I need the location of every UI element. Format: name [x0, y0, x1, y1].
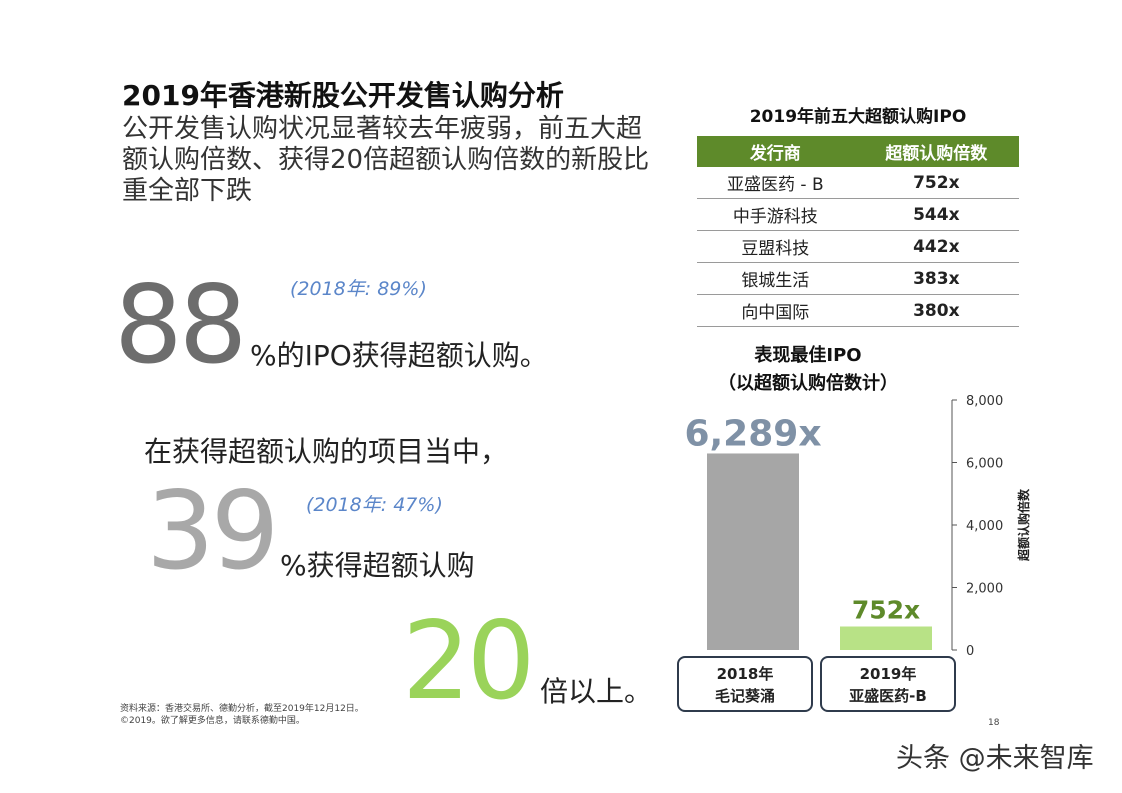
category-2018-box: 2018年 毛记葵涌 [677, 656, 813, 712]
issuer-cell: 亚盛医药 - B [697, 167, 854, 199]
table-row: 亚盛医药 - B 752x [697, 167, 1019, 199]
issuer-cell: 银城生活 [697, 262, 854, 295]
bar-value-label: 752x [852, 596, 920, 625]
page-number: 18 [988, 718, 1000, 728]
source-text: 资料来源：香港交易所、德勤分析，截至2019年12月12日。 [120, 704, 364, 714]
page-subtitle: 公开发售认购状况显著较去年疲弱，前五大超额认购倍数、获得20倍超额认购倍数的新股… [122, 114, 650, 206]
category-2019-box: 2019年 亚盛医药-B [820, 656, 956, 712]
stat-20-value: 20 [402, 599, 535, 724]
chart-title: 表现最佳IPO （以超额认购倍数计） [697, 342, 919, 398]
stat-39-prior: (2018年: 47%) [306, 494, 443, 516]
header-issuer: 发行商 [697, 136, 854, 167]
table-row: 中手游科技 544x [697, 198, 1019, 231]
chart-title-line1: 表现最佳IPO [754, 345, 862, 366]
stat-88-prior: (2018年: 89%) [290, 278, 427, 300]
watermark-text: 头条 @未来智库 [896, 743, 1094, 774]
multiple-cell: 544x [853, 198, 1019, 231]
bar-0 [707, 453, 799, 650]
top5-table-title: 2019年前五大超额认购IPO [749, 107, 967, 127]
issuer-cell: 中手游科技 [697, 198, 854, 231]
among-oversubscribed-text: 在获得超额认购的项目当中， [144, 435, 509, 468]
stat-88-text: %的IPO获得超额认购。 [250, 339, 548, 372]
multiple-cell: 383x [853, 262, 1019, 295]
y-tick-label: 6,000 [966, 457, 1003, 472]
copyright-text: ©2019。欲了解更多信息，请联系德勤中国。 [120, 716, 305, 726]
source-footnote: 资料来源：香港交易所、德勤分析，截至2019年12月12日。 ©2019。欲了解… [120, 703, 364, 727]
best-ipo-bar-chart: 0 2,000 4,000 6,000 8,000 超额认购倍数 6,289x 752x [684, 394, 1031, 659]
issuer-cell: 豆盟科技 [697, 230, 854, 263]
y-axis-label: 超额认购倍数 [1016, 488, 1031, 562]
stat-39-text: %获得超额认购 [280, 549, 475, 582]
stat-20-text: 倍以上。 [540, 675, 653, 708]
page-title: 2019年香港新股公开发售认购分析 [122, 79, 564, 112]
stat-88-value: 88 [114, 263, 247, 388]
y-tick-label: 0 [966, 644, 974, 659]
bar-value-label: 6,289x [684, 413, 821, 454]
multiple-cell: 380x [853, 294, 1019, 327]
table-header-row: 发行商 超额认购倍数 [697, 136, 1019, 167]
y-tick-label: 2,000 [966, 582, 1003, 597]
multiple-cell: 752x [853, 167, 1019, 199]
y-tick-label: 4,000 [966, 519, 1003, 534]
top5-ipo-table: 发行商 超额认购倍数 亚盛医药 - B 752x 中手游科技 544x 豆盟科技… [697, 136, 1019, 327]
bar-1 [840, 626, 932, 650]
table-row: 豆盟科技 442x [697, 230, 1019, 263]
stat-39-value: 39 [146, 469, 279, 594]
issuer-cell: 向中国际 [697, 294, 854, 327]
multiple-cell: 442x [853, 230, 1019, 263]
table-row: 银城生活 383x [697, 262, 1019, 295]
y-tick-label: 8,000 [966, 394, 1003, 409]
table-row: 向中国际 380x [697, 294, 1019, 327]
category-2018-name: 毛记葵涌 [714, 687, 775, 705]
category-2019-name: 亚盛医药-B [849, 687, 927, 705]
header-multiple: 超额认购倍数 [853, 136, 1019, 167]
chart-title-line2: （以超额认购倍数计） [718, 373, 898, 394]
category-2019-year: 2019年 [859, 665, 917, 683]
category-2018-year: 2018年 [716, 665, 774, 683]
